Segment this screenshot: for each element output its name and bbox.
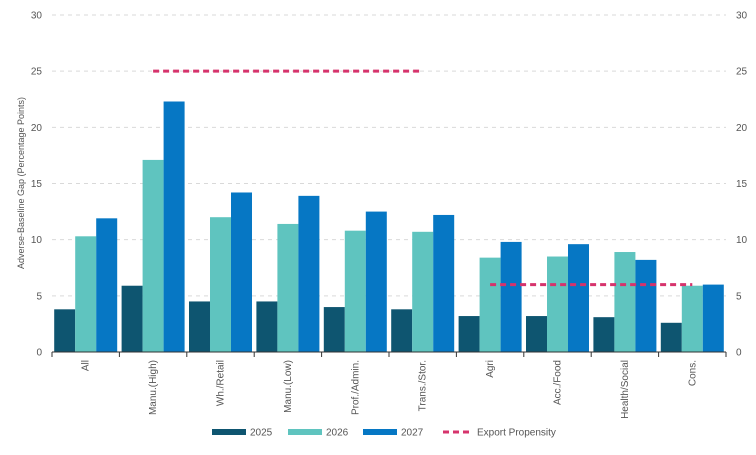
x-tick-label: Acc./Food [553,360,564,405]
y-tick-label-right: 10 [736,235,748,246]
bar-2025-manu-low- [256,301,278,352]
bar-2026-acc-food [547,256,568,352]
legend-item-2026: 2026 [288,428,349,439]
y-tick-label-left: 5 [36,291,42,302]
bar-2025-wh-retail [189,301,210,352]
y-tick-label-right: 15 [736,179,748,190]
export-propensity-lines [153,69,693,287]
bar-2025-prof-admin- [323,307,345,352]
x-tick-label: Prof./Admin. [350,360,361,415]
legend-item-2027: 2027 [363,428,424,439]
bar-2027-wh-retail [231,192,252,352]
y-tick-label-right: 20 [736,123,748,134]
y-tick-label-left: 0 [36,348,42,359]
y-tick-label-right: 5 [736,291,742,302]
bar-2025-all [54,309,76,352]
bar-2027-agri [500,241,522,352]
y-tick-label-left: 10 [31,235,43,246]
bar-2026-health-social [614,252,636,352]
bar-2026-all [75,236,97,352]
bar-2027-prof-admin- [365,211,387,352]
x-tick-label: Health/Social [620,360,631,419]
bar-2026-agri [479,257,501,352]
bar-2027-manu-high- [163,101,185,352]
bar-2027-health-social [635,259,657,352]
bar-2025-agri [458,316,480,352]
y-tick-label-left: 20 [31,123,43,134]
x-tick-label: Cons. [687,360,698,386]
legend-label: 2025 [250,428,273,439]
legend-item-export-propensity: Export Propensity [443,428,556,439]
bar-2025-trans-stor- [391,309,413,352]
legend-swatch [288,429,322,435]
x-tick-label: Manu.(Low) [283,360,294,413]
axes: 0 0 5 5 10 10 15 15 20 20 25 25 30 30 All Manu.(High) Wh… [31,11,748,419]
bar-2025-health-social [593,317,615,352]
legend-label: 2027 [401,428,424,439]
x-tick-label: Wh./Retail [216,360,227,406]
bar-2026-prof-admin- [344,230,366,352]
y-tick-label-left: 25 [31,67,43,78]
bar-2025-acc-food [526,316,547,352]
x-tick-label: Agri [485,360,496,378]
legend-swatch [363,429,397,435]
y-tick-label-right: 0 [736,348,742,359]
bar-2026-cons- [681,285,703,352]
y-tick-label-left: 15 [31,179,43,190]
legend-label: 2026 [326,428,349,439]
y-tick-label-right: 25 [736,67,748,78]
legend-item-2025: 2025 [212,428,273,439]
bar-2025-cons- [660,322,682,352]
legend-label: Export Propensity [477,428,556,439]
bar-2027-all [96,218,118,352]
bar-2027-acc-food [568,244,589,352]
x-tick-label: Manu.(High) [148,360,159,415]
bar-2026-wh-retail [210,217,231,352]
bar-2026-manu-high- [142,159,164,352]
bar-2026-trans-stor- [412,231,434,352]
bars [54,101,724,352]
legend: 2025 2026 2027 Export Propensity [212,428,556,439]
bar-2027-manu-low- [298,195,320,352]
bar-2025-manu-high- [121,285,143,352]
y-tick-label-left: 30 [31,11,43,22]
bar-2027-cons- [702,284,724,352]
bar-2026-manu-low- [277,223,299,352]
legend-swatch [212,429,246,435]
x-tick-label: Trans./Stor. [418,360,429,411]
bar-2027-trans-stor- [433,214,455,352]
y-tick-label-right: 30 [736,11,748,22]
y-axis-label: Adverse-Baseline Gap (Percentage Points) [16,97,26,269]
x-tick-label: All [81,360,92,371]
